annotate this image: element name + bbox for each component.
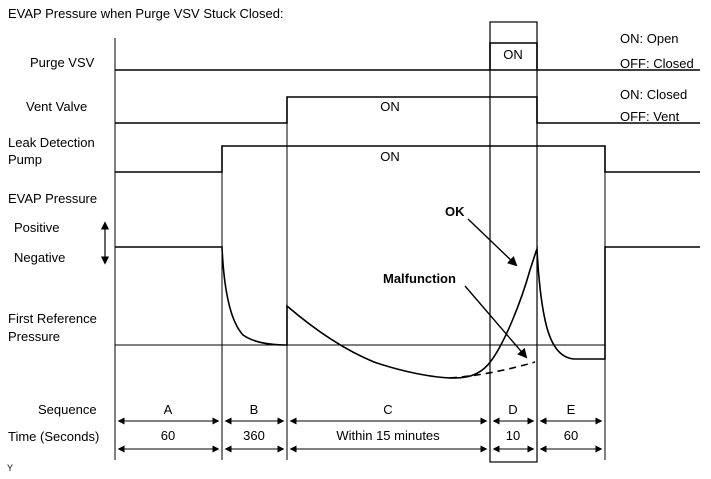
- malfunction-annotation: Malfunction: [383, 271, 456, 286]
- first-reference-label-line2: Pressure: [8, 329, 61, 344]
- vent-valve-legend-off: OFF: Vent: [620, 109, 680, 124]
- phase-divider-lines: [114, 38, 606, 460]
- evap-pressure-trace-ok: [115, 245, 700, 379]
- evap-pressure-label: EVAP Pressure: [8, 191, 98, 206]
- sequence-phase-b: B: [249, 402, 259, 417]
- purge-vsv-label: Purge VSV: [30, 55, 95, 70]
- positive-label: Positive: [14, 220, 60, 235]
- vent-valve-legend-on: ON: Closed: [620, 87, 688, 102]
- signal-traces: [115, 42, 700, 173]
- vent-valve-on-label: ON: [380, 99, 400, 114]
- sequence-row-label: Sequence: [38, 402, 97, 417]
- sequence-phase-c: C: [383, 402, 393, 417]
- vent-valve-trace: [115, 96, 700, 124]
- sequence-phase-e: E: [566, 402, 576, 417]
- purge-vsv-on-label: ON: [503, 47, 523, 62]
- time-row-label: Time (Seconds): [8, 429, 100, 444]
- purge-vsv-on-pulse: [489, 42, 538, 70]
- leak-detection-pump-label-line1: Leak Detection: [8, 135, 95, 150]
- purge-vsv-legend-off: OFF: Closed: [620, 56, 694, 71]
- ok-pointer-arrow: [467, 218, 518, 267]
- page-title: EVAP Pressure when Purge VSV Stuck Close…: [8, 6, 284, 21]
- purge-vsv-legend-on: ON: Open: [620, 31, 679, 46]
- vent-valve-label: Vent Valve: [26, 99, 88, 114]
- leak-detection-pump-label-line2: Pump: [8, 152, 42, 167]
- sequence-phase-d: D: [508, 402, 518, 417]
- time-value-c: Within 15 minutes: [336, 428, 440, 443]
- ok-annotation: OK: [445, 204, 465, 219]
- time-value-e: 60: [563, 428, 579, 443]
- first-reference-label-line1: First Reference: [8, 311, 97, 326]
- phase-d-highlight-box: [489, 21, 538, 463]
- time-value-b: 360: [243, 428, 265, 443]
- leak-detection-pump-on-label: ON: [380, 149, 400, 164]
- evap-pressure-trace-malfunction-dashed: [449, 361, 536, 379]
- time-value-a: 60: [160, 428, 176, 443]
- time-value-d: 10: [505, 428, 521, 443]
- negative-label: Negative: [14, 250, 66, 265]
- malfunction-pointer-arrow: [464, 285, 528, 359]
- footnote-marker: Y: [7, 463, 14, 473]
- leak-detection-pump-trace: [115, 145, 700, 173]
- sequence-phase-a: A: [163, 402, 173, 417]
